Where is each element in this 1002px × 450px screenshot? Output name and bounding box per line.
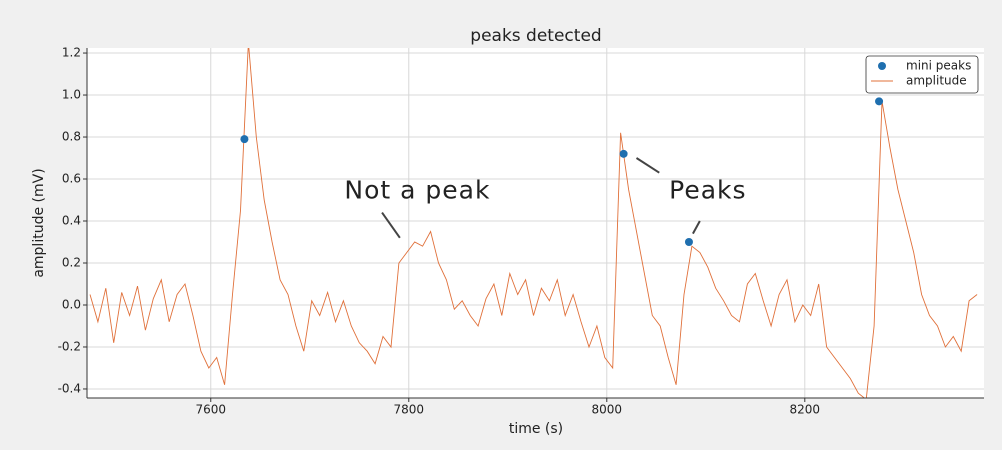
peak-point (240, 135, 249, 144)
x-tick-label: 7600 (195, 403, 226, 417)
y-tick-label: 1.0 (62, 88, 81, 102)
chart-title: peaks detected (470, 26, 601, 46)
y-tick-label: 0.6 (62, 172, 81, 186)
annotation-arrow (692, 220, 701, 235)
annotation: Not a peak (344, 176, 490, 205)
peak-point (619, 149, 628, 158)
x-tick-label: 8000 (592, 403, 623, 417)
y-tick-label: 0.8 (62, 130, 81, 144)
x-tick-label: 7800 (393, 403, 424, 417)
annotation: Peaks (669, 176, 746, 205)
y-tick-label: 0.4 (62, 214, 81, 228)
peak-point (875, 97, 884, 106)
y-tick-label: 0.2 (62, 255, 81, 269)
legend-marker (878, 62, 886, 70)
y-tick-label: 0.0 (62, 297, 81, 311)
amplitude-line (89, 48, 978, 398)
legend-label: amplitude (906, 74, 967, 88)
y-axis-label: amplitude (mV) (31, 168, 47, 277)
annotation-arrow (381, 212, 401, 239)
annotation-arrow (635, 157, 660, 174)
legend-box (865, 55, 979, 94)
y-tick-label: -0.4 (58, 381, 81, 395)
y-tick-label: 1.2 (62, 46, 81, 60)
y-tick-label: -0.2 (58, 339, 81, 353)
x-axis-label: time (s) (509, 421, 563, 437)
x-tick-label: 8200 (790, 403, 821, 417)
legend-label: mini peaks (906, 59, 971, 73)
plot-area (87, 48, 984, 398)
peak-point (684, 238, 693, 247)
